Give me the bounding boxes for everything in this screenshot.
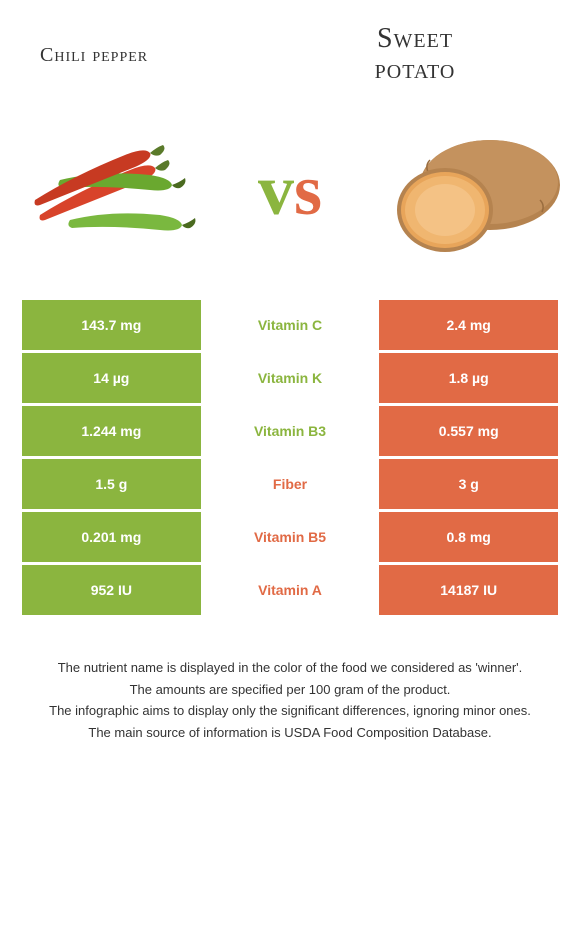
header: Chili pepper Sweet potato xyxy=(0,0,580,100)
vs-s: s xyxy=(294,149,322,232)
cell-nutrient-label: Vitamin B3 xyxy=(201,406,380,456)
cell-nutrient-label: Vitamin B5 xyxy=(201,512,380,562)
title-left: Chili pepper xyxy=(40,44,290,67)
table-row: 14 µgVitamin K1.8 µg xyxy=(22,353,558,403)
cell-right-value: 3 g xyxy=(379,459,558,509)
footer-line3: The infographic aims to display only the… xyxy=(20,701,560,721)
footer: The nutrient name is displayed in the co… xyxy=(0,618,580,742)
title-right: Sweet potato xyxy=(290,24,540,86)
table-row: 0.201 mgVitamin B50.8 mg xyxy=(22,512,558,562)
footer-line1: The nutrient name is displayed in the co… xyxy=(20,658,560,678)
table-row: 1.5 gFiber3 g xyxy=(22,459,558,509)
cell-left-value: 1.5 g xyxy=(22,459,201,509)
cell-right-value: 0.557 mg xyxy=(379,406,558,456)
cell-left-value: 952 IU xyxy=(22,565,201,615)
chili-pepper-image xyxy=(20,110,200,270)
cell-nutrient-label: Vitamin C xyxy=(201,300,380,350)
cell-right-value: 1.8 µg xyxy=(379,353,558,403)
cell-left-value: 143.7 mg xyxy=(22,300,201,350)
comparison-table: 143.7 mgVitamin C2.4 mg14 µgVitamin K1.8… xyxy=(0,300,580,615)
sweet-potato-image xyxy=(380,110,560,270)
vs-label: vs xyxy=(258,149,322,232)
cell-left-value: 1.244 mg xyxy=(22,406,201,456)
footer-line2: The amounts are specified per 100 gram o… xyxy=(20,680,560,700)
cell-left-value: 0.201 mg xyxy=(22,512,201,562)
cell-right-value: 2.4 mg xyxy=(379,300,558,350)
table-row: 952 IUVitamin A14187 IU xyxy=(22,565,558,615)
cell-left-value: 14 µg xyxy=(22,353,201,403)
title-right-line2: potato xyxy=(375,54,456,85)
vs-v: v xyxy=(258,149,294,232)
cell-nutrient-label: Fiber xyxy=(201,459,380,509)
footer-line4: The main source of information is USDA F… xyxy=(20,723,560,743)
table-row: 143.7 mgVitamin C2.4 mg xyxy=(22,300,558,350)
images-row: vs xyxy=(0,100,580,300)
cell-nutrient-label: Vitamin K xyxy=(201,353,380,403)
cell-nutrient-label: Vitamin A xyxy=(201,565,380,615)
cell-right-value: 14187 IU xyxy=(379,565,558,615)
table-row: 1.244 mgVitamin B30.557 mg xyxy=(22,406,558,456)
title-right-line1: Sweet xyxy=(377,23,453,54)
cell-right-value: 0.8 mg xyxy=(379,512,558,562)
